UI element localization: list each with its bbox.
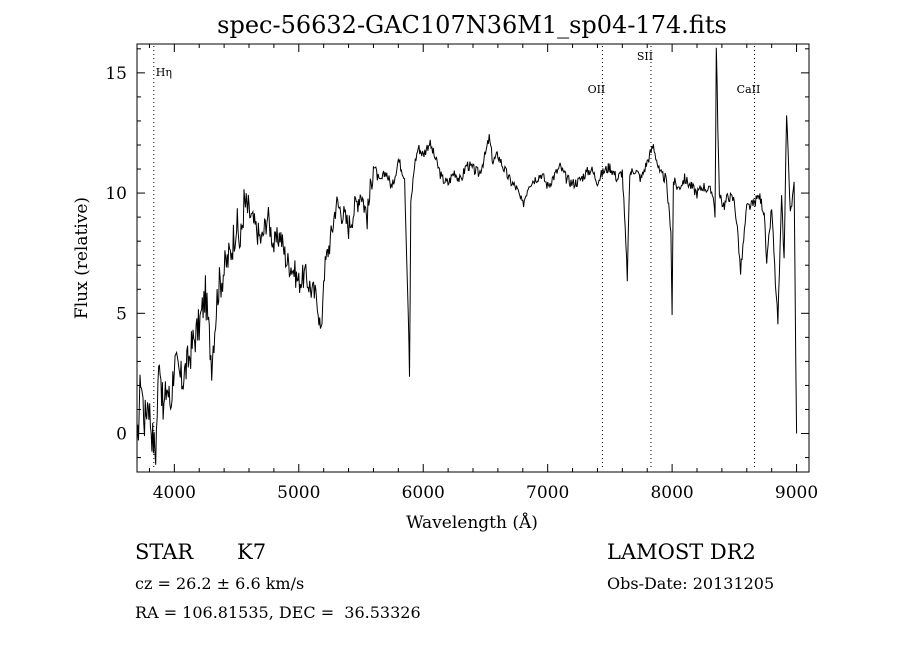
flux-series (136, 47, 798, 465)
y-tick-label: 5 (116, 304, 127, 324)
line-marker-label: OII (588, 83, 606, 96)
x-tick-label: 5000 (277, 483, 320, 503)
x-tick-label: 7000 (526, 483, 569, 503)
x-tick-label: 9000 (775, 483, 818, 503)
line-marker-label: SII (637, 50, 653, 63)
chart-title: spec-56632-GAC107N36M1_sp04-174.fits (217, 11, 727, 39)
observation-date: Obs-Date: 20131205 (607, 574, 775, 593)
flux-line (136, 47, 798, 465)
line-marker-label: CaII (737, 83, 761, 96)
plot-frame (136, 43, 810, 473)
survey-name: LAMOST DR2 (607, 540, 756, 564)
y-tick-label: 15 (105, 64, 127, 84)
y-tick-label: 10 (105, 184, 127, 204)
y-tick-label: 0 (116, 425, 127, 445)
line-marker-label: Hη (156, 66, 172, 79)
object-class: STAR (135, 540, 194, 564)
x-tick-label: 8000 (650, 483, 693, 503)
axis-ticks: 4000 5000 6000 7000 8000 9000 0 5 10 15 (105, 44, 818, 503)
y-axis-label: Flux (relative) (72, 197, 92, 319)
x-axis-label: Wavelength (Å) (406, 512, 538, 533)
spectral-line-markers: Hη OII SII CaII (153, 46, 761, 470)
object-subclass: K7 (237, 540, 267, 564)
x-tick-label: 6000 (402, 483, 445, 503)
redshift-cz: cz = 26.2 ± 6.6 km/s (135, 574, 305, 593)
coordinates: RA = 106.81535, DEC = 36.53326 (135, 603, 421, 622)
x-tick-label: 4000 (153, 483, 196, 503)
